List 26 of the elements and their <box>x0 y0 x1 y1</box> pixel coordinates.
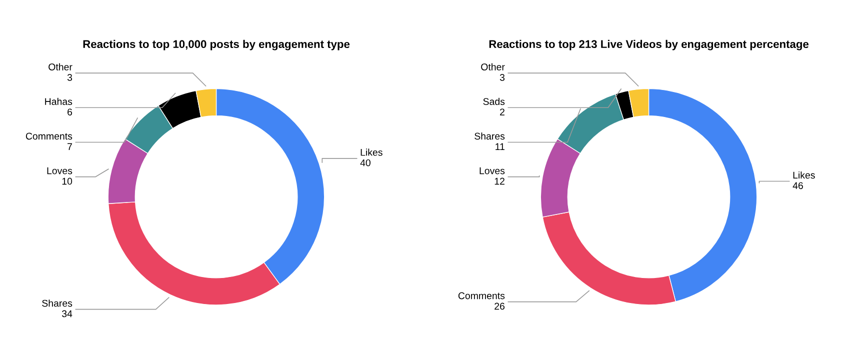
slice-label: Likes <box>360 148 382 156</box>
data-label: 6 <box>68 108 72 116</box>
slice-label: Loves <box>480 167 505 174</box>
slice-label: Comments <box>458 292 505 300</box>
slice-label: Loves <box>47 167 72 174</box>
data-label: 3 <box>500 74 505 81</box>
data-label: 46 <box>792 182 803 190</box>
data-label: 10 <box>62 178 72 185</box>
data-label: 34 <box>62 310 72 318</box>
slice-label: Shares <box>42 300 72 307</box>
data-label: 11 <box>496 143 504 150</box>
data-label: 3 <box>67 74 72 81</box>
data-label: 26 <box>494 302 505 310</box>
chart-title: Reactions to top 213 Live Videos by engagement percentage <box>489 40 809 50</box>
slice-label: Likes <box>793 171 815 179</box>
slice-label: Other <box>48 63 72 70</box>
data-label: 40 <box>360 159 370 166</box>
slice-label: Sads <box>483 98 505 106</box>
slice-label: Shares <box>474 132 505 140</box>
chart-title: Reactions to top 10,000 posts by engagement type <box>83 40 350 50</box>
slice-label: Hahas <box>45 98 72 106</box>
data-label: 12 <box>494 178 504 185</box>
data-label: 2 <box>500 108 504 116</box>
slice-label: Comments <box>26 132 72 140</box>
data-label: 7 <box>68 143 72 150</box>
slice-label: Other <box>481 63 505 70</box>
